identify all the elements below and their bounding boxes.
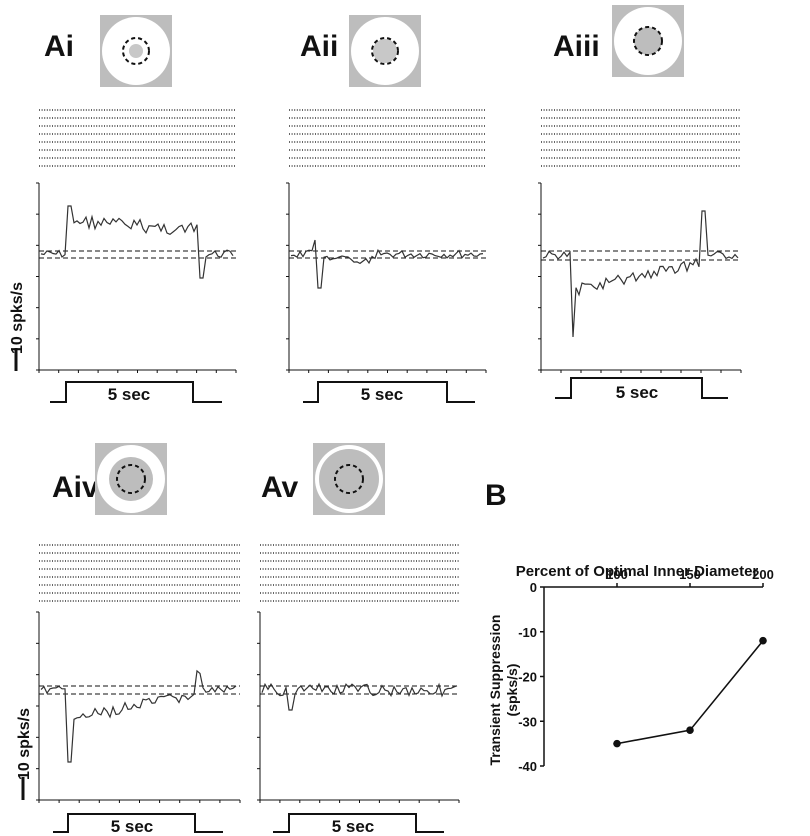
panel-b-ylabel-units: (spks/s)	[504, 664, 520, 717]
stimulus-icon-ai	[100, 15, 172, 87]
stimulus-icon-aiii	[612, 5, 684, 77]
raster-ai	[39, 109, 236, 167]
panel-label-aii: Aii	[300, 30, 338, 63]
raster-aiv	[39, 544, 240, 602]
psth-trace-aiv	[40, 669, 237, 763]
stimulus-timeline-ai	[50, 381, 222, 403]
psth-trace-aiii	[542, 210, 739, 338]
raster-aii	[289, 109, 486, 167]
chart-b-data-point	[613, 739, 621, 748]
panel-label-aiv: Aiv	[52, 471, 99, 504]
panel-b-ylabel: Transient Suppression	[487, 615, 503, 766]
stimulus-icon-aii	[349, 15, 421, 87]
chart-b: 100 150 200 0 -10 -20 -30 -40	[518, 567, 774, 774]
panel-label-b: B	[485, 479, 507, 512]
stim-label-ai: 5 sec	[108, 385, 151, 404]
psth-trace-av	[261, 682, 458, 711]
stim-label-aiii: 5 sec	[616, 383, 659, 402]
axis-ticks-aiii	[538, 182, 742, 373]
panel-ai: Ai 5 sec	[36, 15, 237, 404]
chart-b-y-tick-label: -20	[518, 670, 537, 685]
panel-label-av: Av	[261, 471, 299, 504]
axis-ticks-aii	[286, 182, 487, 373]
chart-b-x-tick-label: 100	[606, 567, 628, 582]
panel-b: B Percent of Optimal Inner Diameter Tran…	[485, 479, 774, 774]
axis-ticks-ai	[36, 182, 237, 373]
stim-label-aiv: 5 sec	[111, 817, 154, 836]
stimulus-timeline-aiii	[555, 377, 728, 399]
chart-b-y-tick-label: -30	[518, 714, 537, 729]
panel-label-aiii: Aiii	[553, 30, 600, 63]
psth-trace-aii	[290, 239, 484, 289]
panel-aiv: Aiv 5 sec	[36, 443, 241, 836]
axis-ticks-av	[257, 611, 460, 803]
chart-b-x-tick-label: 150	[679, 567, 701, 582]
stim-label-aii: 5 sec	[361, 385, 404, 404]
panel-b-title: Percent of Optimal Inner Diameter	[516, 563, 759, 580]
chart-b-data-point	[759, 636, 767, 645]
stimulus-timeline-aii	[303, 381, 475, 403]
psth-trace-ai	[40, 205, 234, 279]
scale-label-bottom: 10 spks/s	[16, 708, 33, 780]
stimulus-timeline-av	[273, 813, 444, 833]
raster-av	[260, 544, 459, 602]
chart-b-y-tick-label: 0	[530, 580, 537, 595]
panel-av: Av 5 sec	[257, 443, 460, 836]
panel-aii: Aii 5 sec	[286, 15, 487, 404]
stimulus-timeline-aiv	[53, 813, 223, 833]
axis-ticks-aiv	[36, 611, 241, 803]
raster-aiii	[541, 109, 741, 167]
panel-aiii: Aiii 5 sec	[538, 5, 742, 402]
scale-label-top: 10 spks/s	[9, 282, 26, 354]
stim-label-av: 5 sec	[332, 817, 375, 836]
stimulus-icon-av	[313, 443, 385, 515]
chart-b-x-tick-label: 200	[752, 567, 774, 582]
panel-label-ai: Ai	[44, 30, 74, 63]
chart-b-y-tick-label: -10	[518, 625, 537, 640]
chart-b-y-tick-label: -40	[518, 759, 537, 774]
chart-b-data-point	[686, 726, 694, 734]
stimulus-icon-aiv	[95, 443, 167, 515]
